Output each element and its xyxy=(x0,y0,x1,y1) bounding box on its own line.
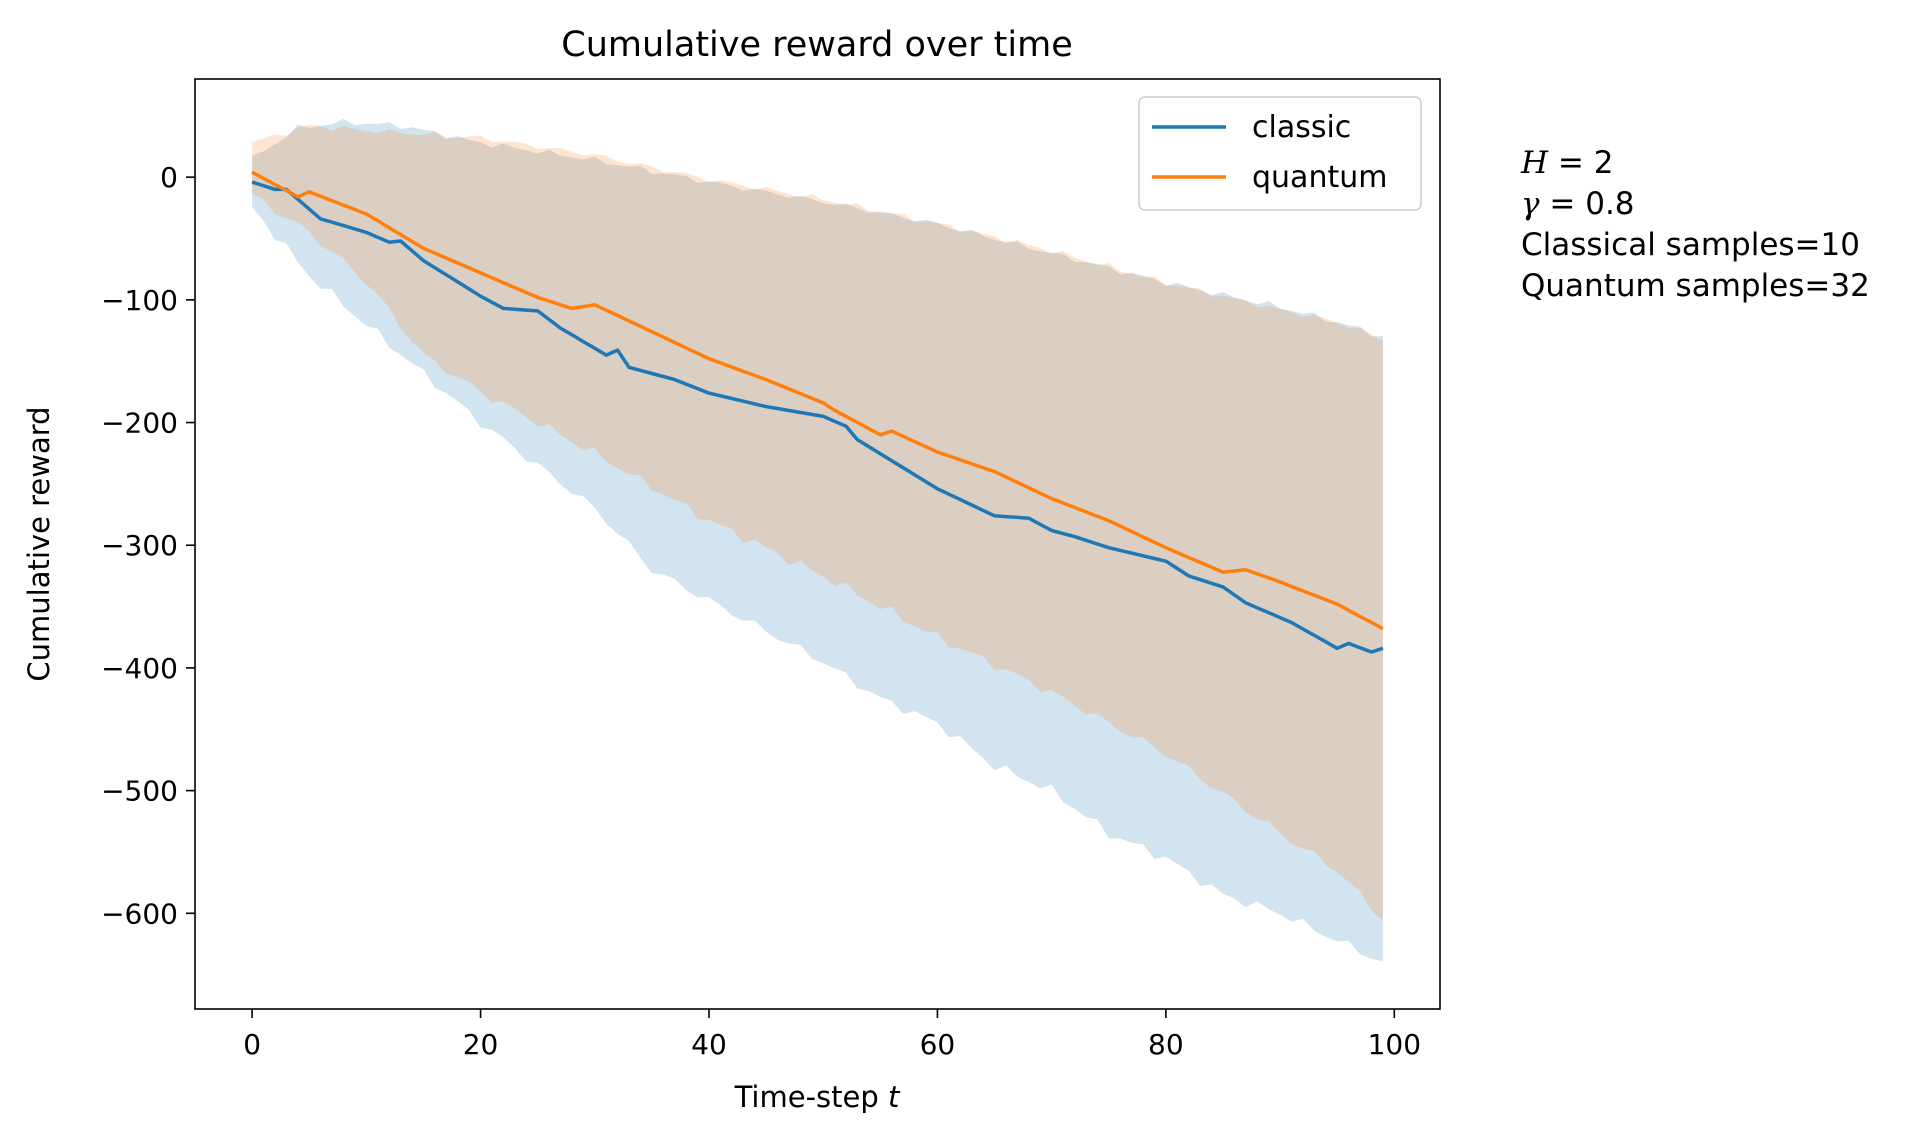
y-tick-label: −600 xyxy=(101,897,178,930)
y-axis-label: Cumulative reward xyxy=(22,406,56,681)
y-tick-label: −300 xyxy=(101,529,178,562)
line-quantum xyxy=(251,170,1384,631)
x-tick-label: 0 xyxy=(243,1028,261,1061)
quantum-samples-annotation: Quantum samples=32 xyxy=(1521,268,1870,304)
legend-label-quantum: quantum xyxy=(1252,160,1387,195)
y-tick-label: −200 xyxy=(101,407,178,440)
legend-label-classic: classic xyxy=(1252,110,1351,145)
x-axis-label-variable: t xyxy=(888,1080,901,1114)
y-tick-label: −500 xyxy=(101,775,178,808)
x-axis-label: Time-step t xyxy=(734,1080,901,1114)
legend: classic quantum xyxy=(1138,96,1422,211)
gamma-annotation: γ = 0.8 xyxy=(1521,186,1635,222)
x-tick-label: 60 xyxy=(920,1028,956,1061)
series-lines xyxy=(251,170,1384,654)
y-tick-label: −100 xyxy=(101,284,178,317)
chart-title: Cumulative reward over time xyxy=(561,25,1072,65)
x-tick-label: 20 xyxy=(463,1028,499,1061)
classical-samples-annotation: Classical samples=10 xyxy=(1521,227,1860,263)
horizon-annotation: H = 2 xyxy=(1521,145,1614,181)
line-classic xyxy=(251,180,1384,654)
plot-frame xyxy=(194,78,1441,1010)
x-tick-label: 100 xyxy=(1368,1028,1421,1061)
y-tick-label: −400 xyxy=(101,652,178,685)
band-quantum xyxy=(252,124,1383,921)
x-axis: 0 20 40 60 80 100 xyxy=(243,1009,1421,1061)
x-tick-label: 80 xyxy=(1148,1028,1184,1061)
confidence-bands xyxy=(252,118,1383,962)
y-tick-label: 0 xyxy=(160,161,178,194)
parameter-annotation: H = 2 γ = 0.8 Classical samples=10 Quant… xyxy=(1521,143,1870,307)
y-axis: 0 −100 −200 −300 −400 −500 −600 xyxy=(101,161,195,930)
x-tick-label: 40 xyxy=(691,1028,727,1061)
band-classic xyxy=(252,118,1383,962)
